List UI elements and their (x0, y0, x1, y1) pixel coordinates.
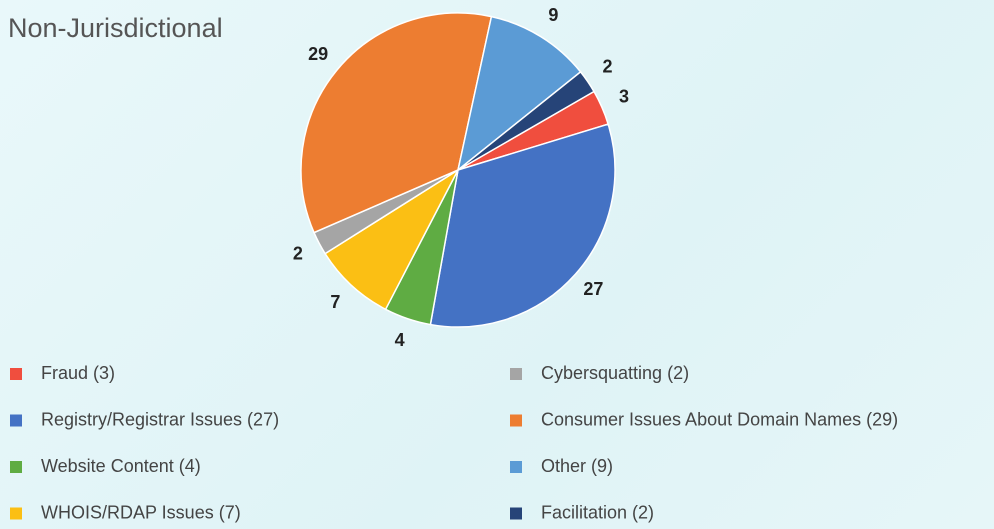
data-label: 7 (330, 292, 340, 312)
legend-swatch (510, 461, 522, 473)
legend-label: Fraud (3) (41, 363, 115, 383)
pie-slice (456, 15, 582, 172)
data-label: 9 (548, 5, 558, 25)
data-label: 3 (619, 87, 629, 107)
data-label: 29 (308, 44, 328, 64)
legend-swatch (10, 414, 22, 427)
data-label: 4 (395, 330, 405, 350)
legend-swatch (510, 414, 522, 427)
legend-label: WHOIS/RDAP Issues (7) (41, 502, 241, 522)
legend-label: Website Content (4) (41, 456, 201, 476)
legend-label: Other (9) (541, 456, 613, 476)
pie-slice (429, 123, 616, 328)
data-label: 27 (583, 279, 603, 299)
legend-swatch (510, 368, 522, 380)
legend-swatch (10, 368, 22, 380)
pie-slice (300, 12, 493, 234)
legend-label: Consumer Issues About Domain Names (29) (541, 409, 898, 429)
legend-label: Cybersquatting (2) (541, 363, 689, 383)
pie-slice (457, 70, 595, 171)
data-label: 2 (602, 57, 612, 77)
data-label: 2 (293, 243, 303, 263)
legend-label: Registry/Registrar Issues (27) (41, 409, 279, 429)
legend-swatch (510, 507, 522, 520)
legend-label: Facilitation (2) (541, 502, 654, 522)
chart-title: Non-Jurisdictional (8, 13, 223, 43)
legend-swatch (10, 461, 22, 473)
legend-swatch (10, 507, 22, 520)
